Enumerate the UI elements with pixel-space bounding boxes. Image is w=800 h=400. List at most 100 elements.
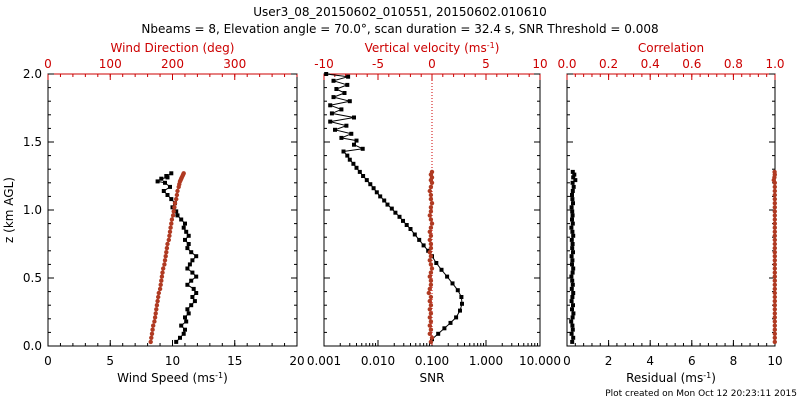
series-point <box>429 221 435 226</box>
series-point <box>347 157 352 162</box>
series-point <box>371 186 376 191</box>
x-axis-label-bottom: Wind Speed (ms-1) <box>117 371 228 386</box>
series-point <box>772 262 777 267</box>
series-point <box>571 250 575 255</box>
series-point <box>157 286 163 292</box>
series-point <box>171 209 176 214</box>
series-point <box>428 327 434 332</box>
series-point <box>569 319 574 324</box>
series-point <box>191 286 196 291</box>
series-point <box>442 326 447 331</box>
series-point <box>772 245 777 251</box>
series-point <box>404 223 409 227</box>
series-point <box>772 303 777 308</box>
top-tick-label: 0 <box>44 57 52 71</box>
series-point <box>360 146 365 151</box>
series-point <box>429 169 435 175</box>
series-point <box>364 178 369 183</box>
series-point <box>351 161 356 166</box>
series-point <box>427 323 432 328</box>
series-point <box>573 178 578 183</box>
bottom-tick-label: 15 <box>227 354 242 368</box>
series-point <box>179 323 184 328</box>
series-point <box>569 286 574 291</box>
figure-subtitle: Nbeams = 8, Elevation angle = 70.0°, sca… <box>141 22 658 36</box>
series-point <box>772 241 777 247</box>
series-point <box>341 149 346 154</box>
series-point <box>772 254 777 259</box>
series-point <box>331 95 336 100</box>
series-point <box>179 217 184 222</box>
series-point <box>772 323 777 328</box>
series-point <box>570 189 575 193</box>
series-point <box>772 290 777 296</box>
series-point <box>570 323 575 328</box>
series-point <box>172 205 177 210</box>
series-point <box>331 78 336 83</box>
plot-frame <box>566 73 776 347</box>
series-point <box>187 262 192 267</box>
series-point <box>569 225 574 230</box>
series-point <box>421 243 426 248</box>
series-point <box>164 245 170 251</box>
series-point <box>428 254 434 259</box>
series-point <box>427 307 432 312</box>
series-point <box>190 258 195 263</box>
series-point <box>168 225 173 230</box>
series-point <box>166 237 171 243</box>
series-point <box>772 294 777 300</box>
top-tick-label: 0.8 <box>724 57 743 71</box>
x-axis-label-bottom: Residual (ms-1) <box>626 371 716 386</box>
series-point <box>427 250 432 255</box>
top-tick-label: 1.0 <box>765 57 784 71</box>
top-tick-label: 0.2 <box>599 57 618 71</box>
series-point <box>368 182 373 187</box>
bottom-tick-label: 0.100 <box>415 354 449 368</box>
series-point <box>572 172 577 177</box>
series-point <box>428 339 434 345</box>
series-point <box>772 311 777 316</box>
series-point <box>385 202 390 207</box>
series-point <box>772 339 777 345</box>
series-point <box>374 190 379 195</box>
series-point <box>333 127 337 132</box>
series-point <box>184 319 189 324</box>
series-point <box>183 221 187 226</box>
series-point <box>175 188 180 194</box>
series-point <box>149 335 154 340</box>
series-point <box>160 270 165 275</box>
series-point <box>186 242 191 246</box>
series-point <box>183 327 187 332</box>
series-point <box>192 299 197 304</box>
series-point <box>428 205 434 210</box>
series-point <box>161 266 166 271</box>
series-point <box>329 111 334 116</box>
bottom-tick-label: 0 <box>563 354 571 368</box>
series-point <box>772 266 777 271</box>
series-point <box>163 254 168 259</box>
series-point <box>190 270 195 275</box>
series-point <box>427 188 432 194</box>
series-point <box>164 250 169 255</box>
series-point <box>152 319 157 324</box>
series-point <box>772 237 777 243</box>
series-point <box>428 303 434 308</box>
series-point <box>428 192 434 198</box>
series-point <box>324 72 329 76</box>
series-point <box>570 197 575 202</box>
series-point <box>439 267 444 272</box>
series-point <box>570 229 575 234</box>
series-point <box>393 210 398 215</box>
series-point <box>184 229 189 234</box>
series-point <box>772 278 777 283</box>
series-point <box>436 331 441 336</box>
series-point <box>570 193 574 197</box>
series-point <box>162 262 167 267</box>
series-point <box>772 258 777 263</box>
series-point <box>426 290 431 296</box>
series-point <box>148 339 153 345</box>
bottom-tick-label: 6 <box>688 354 696 368</box>
series-point <box>569 274 574 279</box>
bottom-tick-label: 5 <box>106 354 114 368</box>
series-point <box>434 261 439 265</box>
